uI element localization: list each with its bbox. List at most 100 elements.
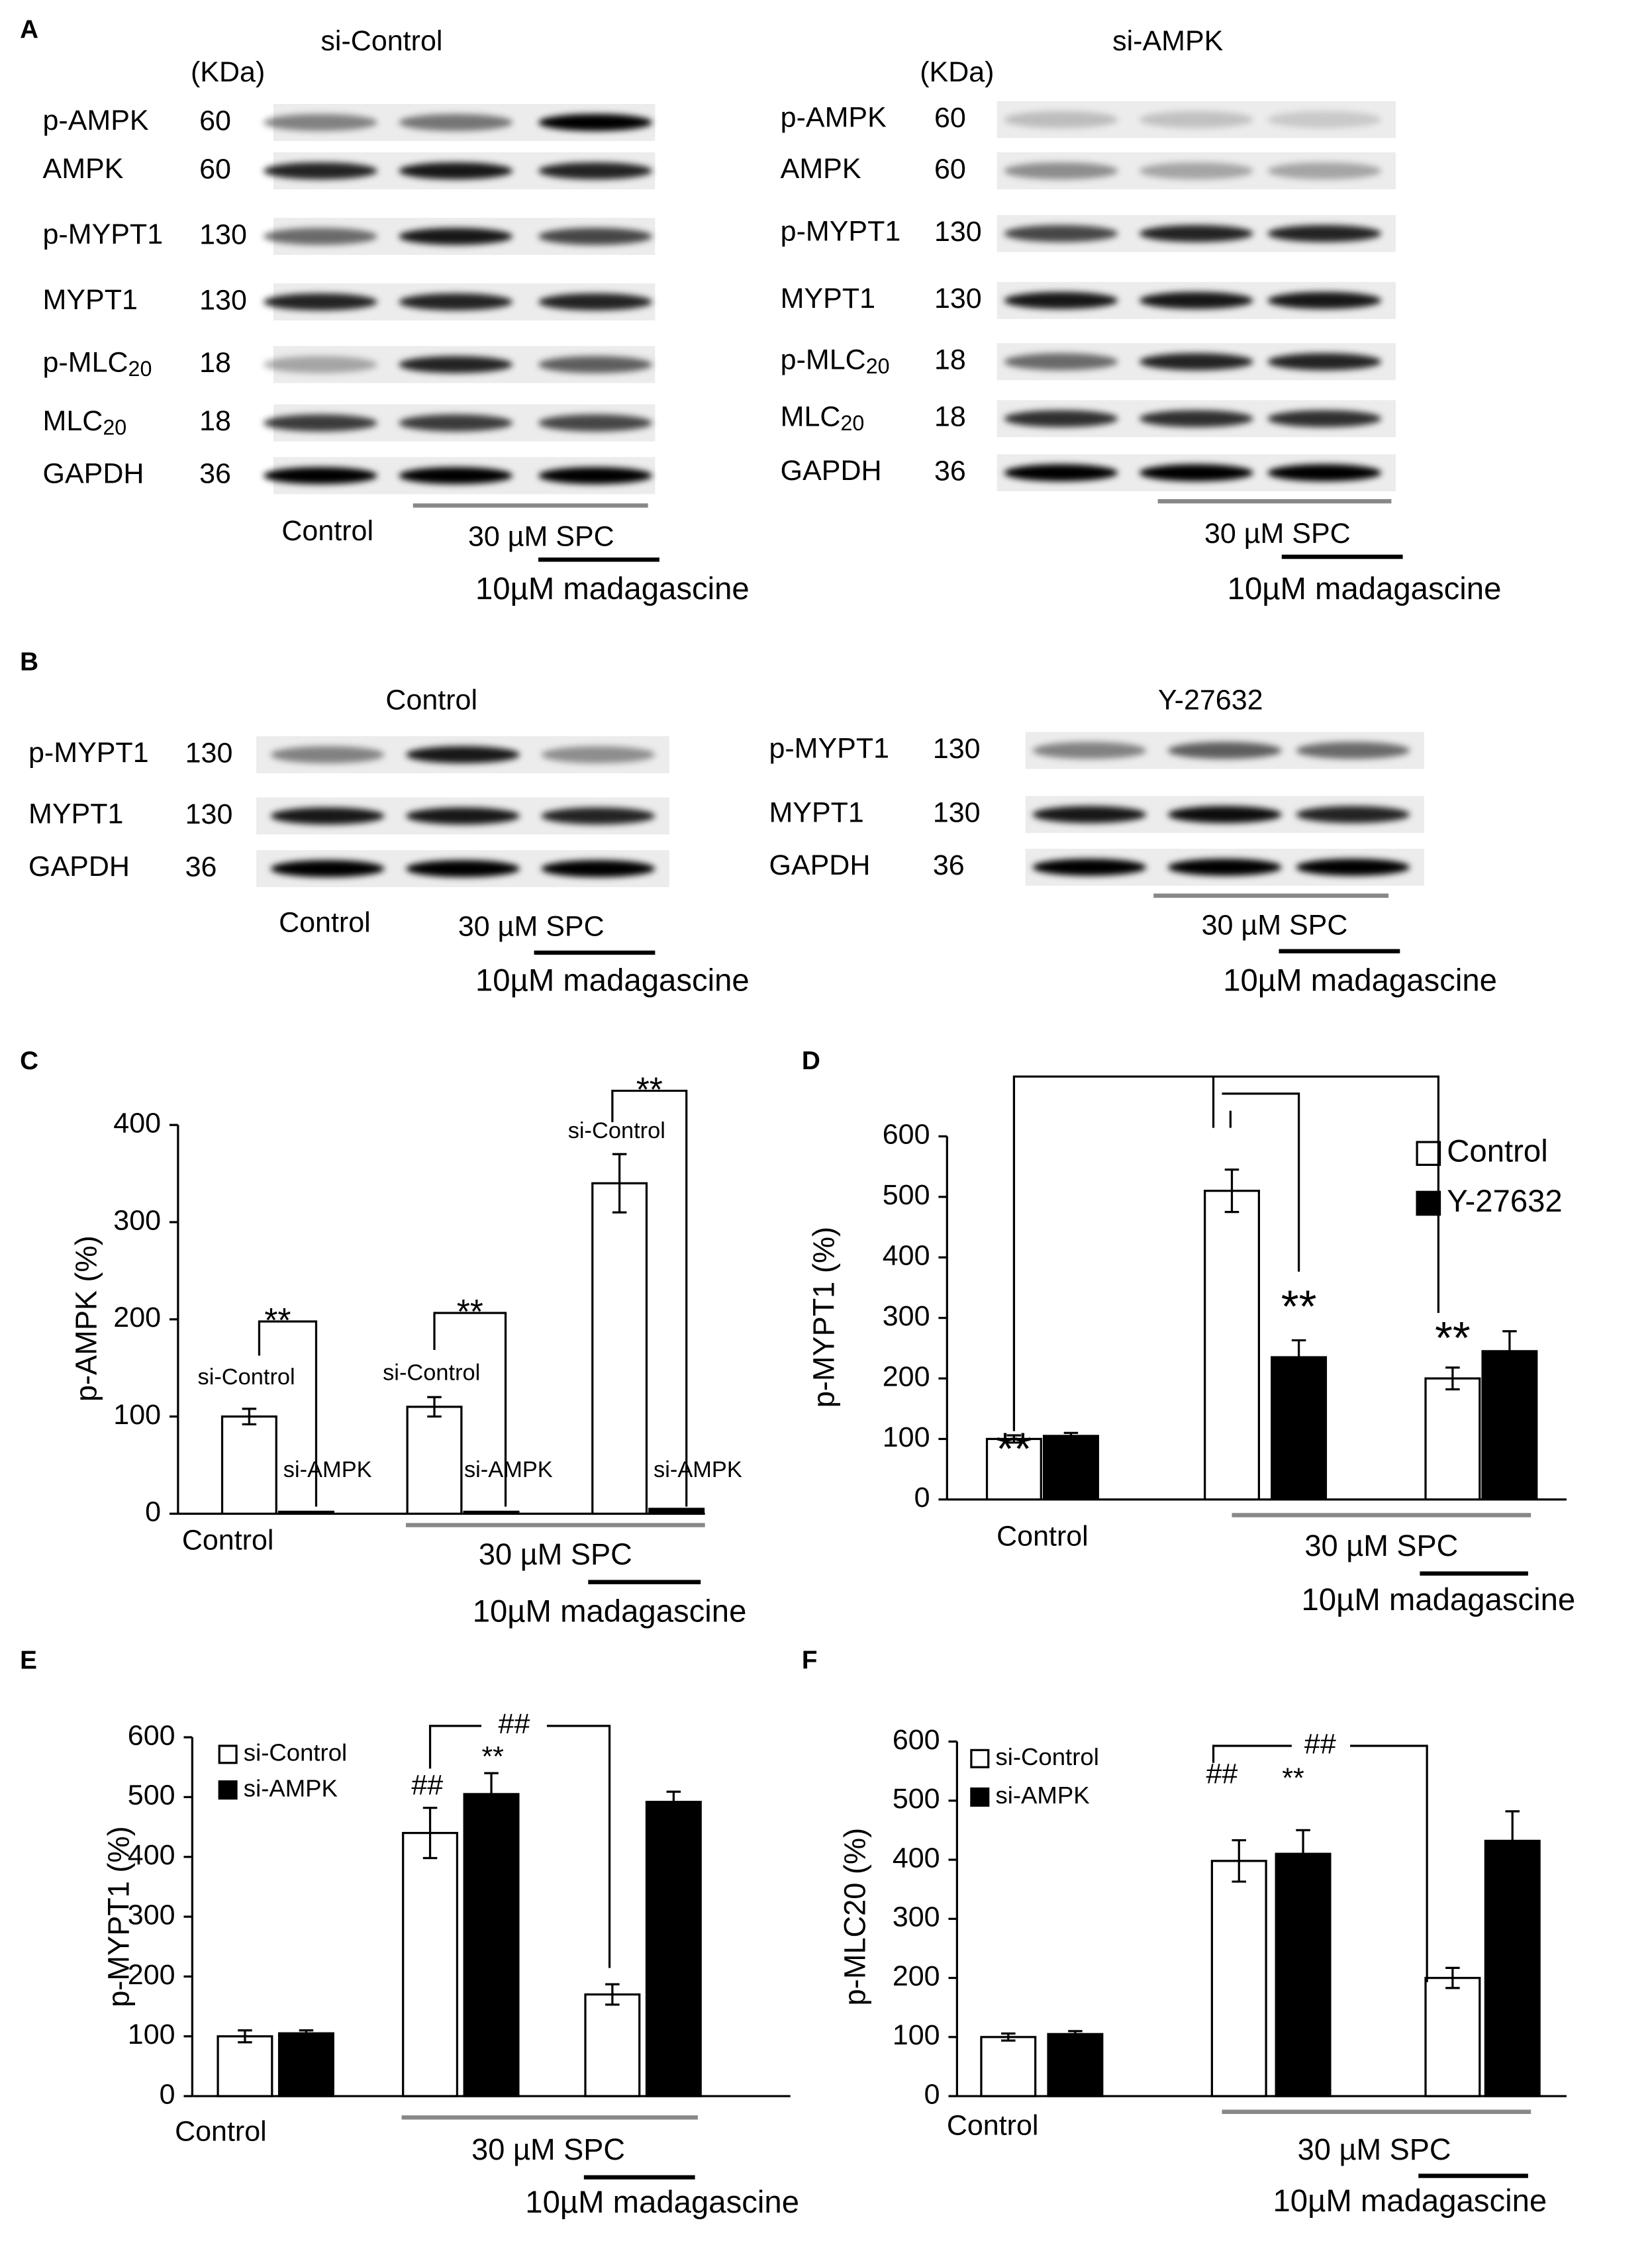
band bbox=[1004, 353, 1118, 371]
kda-value: 18 bbox=[199, 347, 231, 379]
y-axis-label: p-MLC20 (%) bbox=[838, 1828, 872, 2005]
protein-label: p-MYPT1 bbox=[769, 733, 889, 765]
y-tick-label: 600 bbox=[128, 1719, 175, 1751]
y-tick-label: 300 bbox=[113, 1204, 161, 1236]
protein-name: GAPDH bbox=[43, 458, 144, 490]
protein-label: p-AMPK bbox=[781, 102, 887, 134]
band bbox=[1267, 291, 1382, 309]
bar bbox=[584, 1993, 641, 2097]
significance-mark: ## bbox=[411, 1770, 443, 1801]
y-tick-label: 300 bbox=[128, 1899, 175, 1931]
panel-label: B bbox=[20, 648, 38, 677]
protein-name: p-MYPT1 bbox=[43, 218, 164, 250]
band bbox=[1139, 291, 1253, 309]
series-label: si-AMPK bbox=[654, 1457, 742, 1482]
blot-title: Control bbox=[385, 685, 477, 716]
band bbox=[270, 807, 385, 825]
protein-name: p-MLC bbox=[43, 347, 128, 379]
x-category-label: Control bbox=[996, 1520, 1089, 1552]
band bbox=[1267, 410, 1382, 428]
band bbox=[1139, 410, 1253, 428]
error-bar bbox=[1232, 1839, 1247, 1883]
protein-label: p-MYPT1 bbox=[28, 737, 149, 769]
y-axis-label: p-MYPT1 (%) bbox=[102, 1826, 136, 2007]
treatment-label: 30 µM SPC bbox=[479, 1537, 632, 1571]
kda-value: 60 bbox=[934, 153, 966, 185]
protein-name: GAPDH bbox=[781, 455, 882, 487]
y-tick-label: 200 bbox=[128, 1959, 175, 1991]
bar bbox=[277, 2032, 334, 2097]
bar bbox=[1047, 2033, 1104, 2097]
band bbox=[538, 228, 653, 245]
error-bar bbox=[1006, 1434, 1022, 1444]
blot-title: Y-27632 bbox=[1158, 685, 1263, 716]
protein-subscript: 20 bbox=[103, 415, 126, 439]
treatment-label: 10µM madagascine bbox=[473, 1594, 747, 1629]
error-bar bbox=[299, 2029, 314, 2038]
significance-mark: ** bbox=[1435, 1312, 1471, 1363]
panel-label: D bbox=[802, 1047, 820, 1075]
y-tick-label: 400 bbox=[113, 1108, 161, 1139]
kda-value: 130 bbox=[199, 284, 247, 316]
treatment-label: 10µM madagascine bbox=[1273, 2183, 1547, 2219]
bar bbox=[1424, 1377, 1481, 1501]
error-bar bbox=[612, 1153, 627, 1214]
kda-value: 130 bbox=[199, 218, 247, 250]
band bbox=[270, 860, 385, 877]
protein-label: GAPDH bbox=[781, 455, 882, 487]
protein-name: AMPK bbox=[43, 153, 124, 185]
protein-name: p-MYPT1 bbox=[28, 737, 149, 769]
band bbox=[538, 356, 653, 373]
error-bar bbox=[1291, 1339, 1306, 1376]
y-tick-label: 100 bbox=[893, 2019, 940, 2051]
significance-mark: ** bbox=[636, 1070, 663, 1108]
band bbox=[538, 293, 653, 311]
bar bbox=[217, 2035, 273, 2097]
y-axis-label: p-MYPT1 (%) bbox=[806, 1227, 840, 1408]
kda-value: 130 bbox=[934, 283, 982, 314]
x-category-label: Control bbox=[947, 2110, 1039, 2142]
band bbox=[1139, 162, 1253, 180]
y-tick-label: 500 bbox=[893, 1783, 940, 1815]
band bbox=[1296, 858, 1410, 876]
kda-value: 36 bbox=[199, 458, 231, 490]
protein-label: GAPDH bbox=[28, 851, 130, 883]
y-tick-label: 0 bbox=[924, 2078, 940, 2110]
comparison-bracket bbox=[428, 1725, 481, 1769]
significance-mark: ** bbox=[457, 1292, 483, 1331]
protein-label: MYPT1 bbox=[781, 283, 875, 314]
lane-label: 10µM madagascine bbox=[1228, 571, 1502, 606]
x-category-label: Control bbox=[182, 1525, 274, 1557]
y-tick-label: 600 bbox=[883, 1119, 930, 1151]
protein-name: GAPDH bbox=[28, 851, 130, 883]
lane-label: Control bbox=[281, 515, 373, 547]
bar bbox=[1042, 1435, 1099, 1501]
kda-value: 130 bbox=[185, 737, 233, 769]
band bbox=[1032, 806, 1147, 824]
protein-label: GAPDH bbox=[43, 458, 144, 490]
band bbox=[1296, 806, 1410, 824]
lane-label: 30 µM SPC bbox=[458, 911, 605, 943]
band bbox=[1167, 742, 1282, 759]
error-bar bbox=[666, 1790, 681, 1813]
error-bar bbox=[242, 1408, 257, 1425]
error-bar bbox=[1224, 1169, 1239, 1214]
protein-label: MLC20 bbox=[43, 405, 127, 439]
protein-label: p-AMPK bbox=[43, 105, 149, 136]
band bbox=[399, 114, 513, 131]
protein-label: AMPK bbox=[781, 153, 861, 185]
kda-value: 130 bbox=[933, 733, 981, 765]
protein-label: MLC20 bbox=[781, 401, 865, 435]
protein-label: MYPT1 bbox=[769, 797, 863, 829]
band bbox=[263, 228, 377, 245]
y-tick-label: 500 bbox=[128, 1780, 175, 1811]
treatment-label: 30 µM SPC bbox=[1298, 2132, 1451, 2166]
protein-name: MYPT1 bbox=[28, 798, 123, 830]
protein-label: AMPK bbox=[43, 153, 124, 185]
significance-mark: ** bbox=[1282, 1762, 1304, 1794]
band bbox=[1004, 224, 1118, 242]
band bbox=[1267, 353, 1382, 371]
bar bbox=[591, 1182, 648, 1515]
protein-name: MLC bbox=[781, 401, 841, 433]
band bbox=[538, 114, 653, 131]
